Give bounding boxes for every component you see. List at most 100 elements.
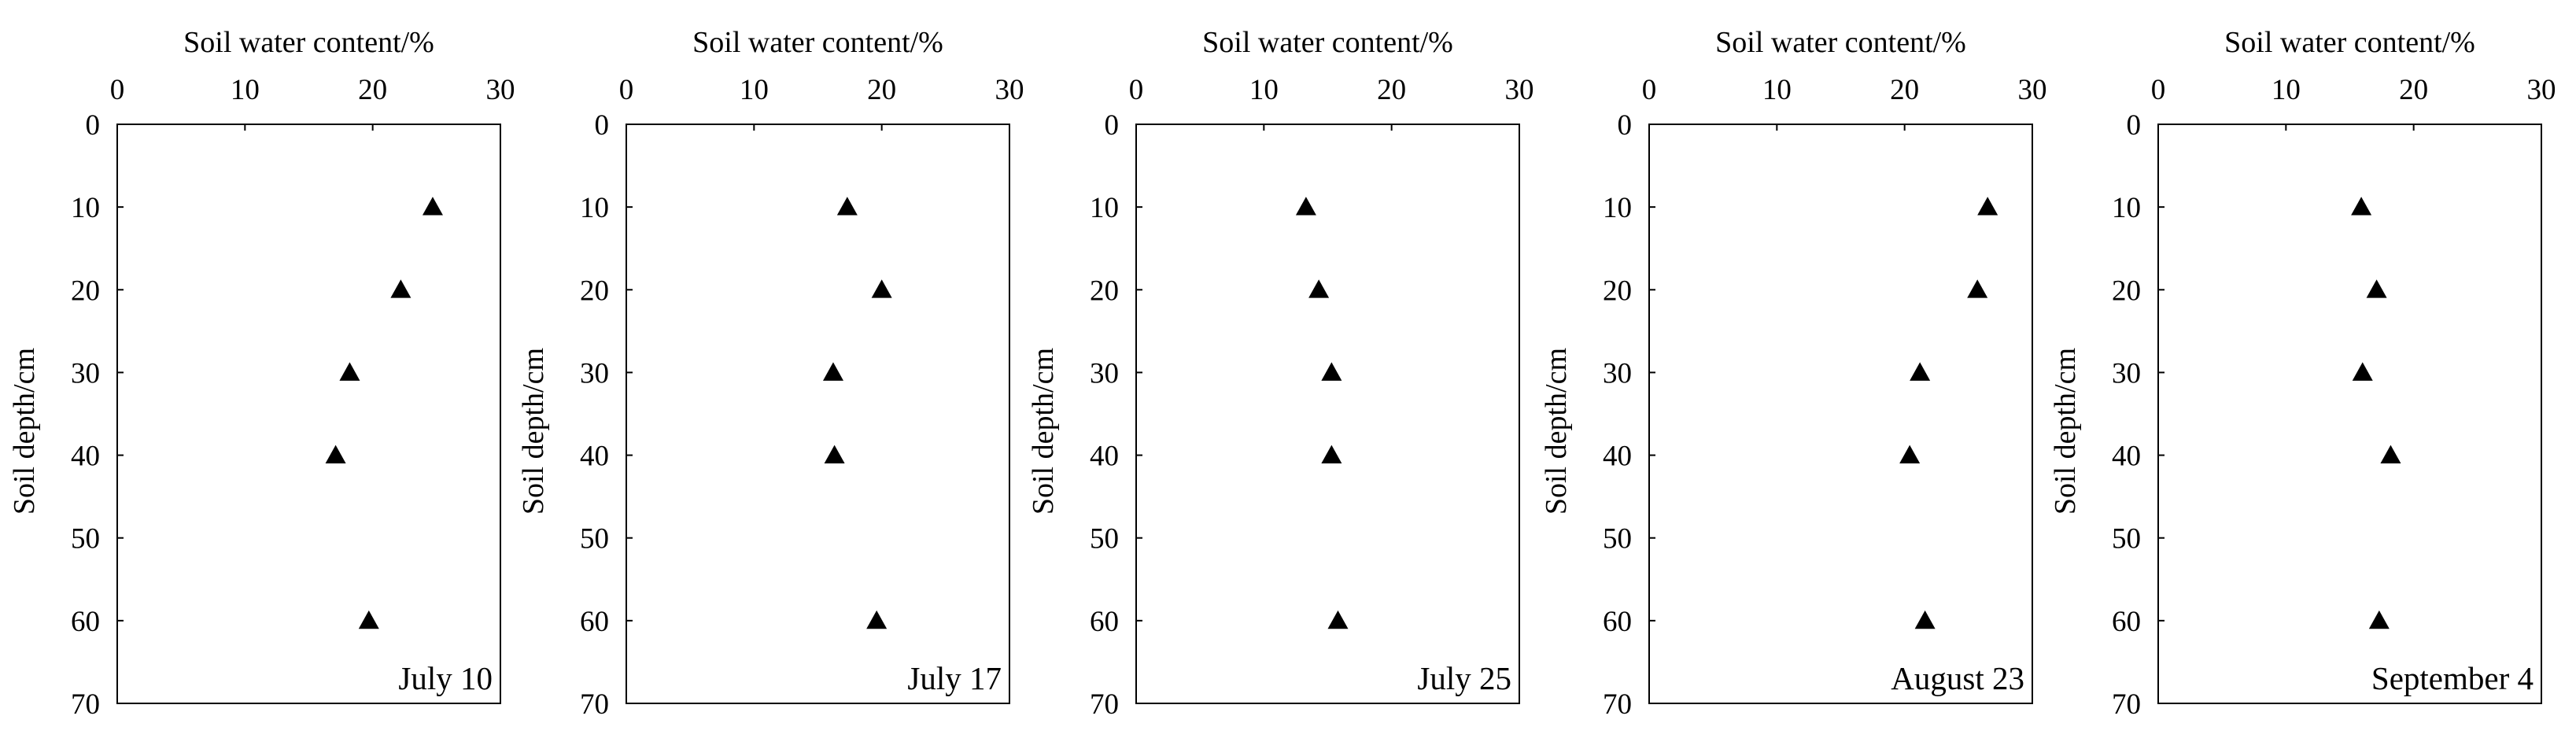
y-tick-label: 20: [1603, 275, 1632, 307]
y-axis-title: Soil depth/cm: [1027, 348, 1060, 515]
y-tick-label: 40: [2112, 441, 2141, 473]
plot-frame: [1648, 124, 2033, 704]
x-tick-label: 0: [619, 74, 634, 106]
panel-3: Soil water content/% 0 10 20 30 0 10 20 30 40 50 60…: [1027, 26, 1534, 721]
y-tick-label: 60: [1090, 606, 1119, 638]
panel-date-label: July 17: [907, 660, 1002, 696]
x-tick-label: 0: [1129, 74, 1144, 106]
data-point-triangle: [824, 445, 845, 463]
y-tick-label: 60: [2112, 606, 2141, 638]
panel-date-label: August 23: [1891, 660, 2024, 696]
x-tick-label: 10: [1249, 74, 1279, 106]
data-point-triangle: [1327, 610, 1349, 629]
x-tick-label: 20: [1890, 74, 1919, 106]
y-tick-label: 60: [71, 606, 100, 638]
y-tick-label: 50: [2112, 523, 2141, 555]
data-point-triangle: [1321, 445, 1342, 463]
x-tick-label: 10: [1762, 74, 1792, 106]
y-tick-label: 60: [1603, 606, 1632, 638]
y-tick-label: 20: [580, 275, 609, 307]
x-axis-title: Soil water content/%: [183, 26, 434, 59]
data-point-triangle: [836, 197, 858, 216]
y-tick-label: 60: [580, 606, 609, 638]
plot-frame: [626, 124, 1010, 704]
panel-date-label: July 25: [1417, 660, 1511, 696]
x-tick-label: 20: [1377, 74, 1406, 106]
x-axis-title: Soil water content/%: [1715, 26, 1966, 59]
y-tick-label: 0: [595, 109, 610, 142]
y-tick-label: 40: [1603, 441, 1632, 473]
x-tick-label: 20: [2399, 74, 2428, 106]
plot-frame: [116, 124, 501, 704]
x-tick-label: 10: [231, 74, 260, 106]
data-point-triangle: [1910, 362, 1931, 381]
y-tick-label: 10: [1090, 192, 1119, 224]
y-tick-label: 0: [2127, 109, 2142, 142]
data-point-triangle: [1977, 197, 1998, 216]
y-axis-title: Soil depth/cm: [2049, 348, 2082, 515]
data-point-triangle: [1295, 197, 1316, 216]
y-axis-title: Soil depth/cm: [517, 348, 550, 515]
panel-1: Soil water content/% 0 10 20 30 0 10 20 30 40 50 60…: [8, 26, 515, 721]
y-tick-label: 50: [1090, 523, 1119, 555]
x-tick-label: 20: [867, 74, 896, 106]
data-point-triangle: [2352, 362, 2373, 381]
data-point-triangle: [822, 362, 843, 381]
data-point-triangle: [2366, 279, 2387, 298]
data-point-triangle: [325, 445, 346, 463]
y-tick-label: 0: [1618, 109, 1633, 142]
y-tick-label: 40: [71, 441, 100, 473]
x-tick-label: 0: [2151, 74, 2166, 106]
x-axis-title: Soil water content/%: [2224, 26, 2475, 59]
data-point-triangle: [2380, 445, 2401, 463]
data-point-triangle: [2368, 610, 2390, 629]
y-tick-label: 70: [1090, 688, 1119, 721]
data-point-triangle: [1308, 279, 1330, 298]
y-tick-label: 50: [580, 523, 609, 555]
y-tick-label: 0: [86, 109, 101, 142]
y-tick-label: 40: [1090, 441, 1119, 473]
y-tick-label: 20: [71, 275, 100, 307]
y-tick-label: 70: [71, 688, 100, 721]
y-tick-label: 30: [1603, 357, 1632, 389]
data-point-triangle: [1899, 445, 1921, 463]
y-tick-label: 0: [1105, 109, 1120, 142]
panel-2: Soil water content/% 0 10 20 30 0 10 20 30 40 50 60…: [517, 26, 1024, 721]
plot-frame: [1135, 124, 1520, 704]
data-point-triangle: [866, 610, 888, 629]
y-tick-label: 40: [580, 441, 609, 473]
y-axis-title: Soil depth/cm: [8, 348, 41, 515]
x-tick-label: 30: [486, 74, 515, 106]
x-tick-label: 30: [2018, 74, 2047, 106]
y-tick-label: 10: [1603, 192, 1632, 224]
y-tick-label: 10: [580, 192, 609, 224]
y-tick-label: 30: [1090, 357, 1119, 389]
data-point-triangle: [390, 279, 411, 298]
panel-4: Soil water content/% 0 10 20 30 0 10 20 30 40 50 60…: [1540, 26, 2047, 721]
data-point-triangle: [1321, 362, 1342, 381]
x-axis-title: Soil water content/%: [1202, 26, 1453, 59]
x-tick-label: 10: [2272, 74, 2301, 106]
data-point-triangle: [871, 279, 892, 298]
x-tick-label: 20: [358, 74, 387, 106]
y-tick-label: 50: [71, 523, 100, 555]
y-tick-label: 10: [71, 192, 100, 224]
x-tick-label: 30: [1505, 74, 1534, 106]
y-tick-label: 30: [2112, 357, 2141, 389]
y-tick-label: 70: [580, 688, 609, 721]
data-point-triangle: [1967, 279, 1988, 298]
panel-date-label: September 4: [2371, 660, 2534, 696]
x-tick-label: 0: [110, 74, 125, 106]
y-tick-label: 50: [1603, 523, 1632, 555]
y-axis-title: Soil depth/cm: [1540, 348, 1573, 515]
x-tick-label: 30: [2527, 74, 2556, 106]
x-tick-label: 0: [1642, 74, 1657, 106]
y-tick-label: 20: [1090, 275, 1119, 307]
data-point-triangle: [1914, 610, 1936, 629]
data-point-triangle: [358, 610, 379, 629]
data-point-triangle: [339, 362, 360, 381]
y-tick-label: 30: [580, 357, 609, 389]
panel-date-label: July 10: [398, 660, 493, 696]
